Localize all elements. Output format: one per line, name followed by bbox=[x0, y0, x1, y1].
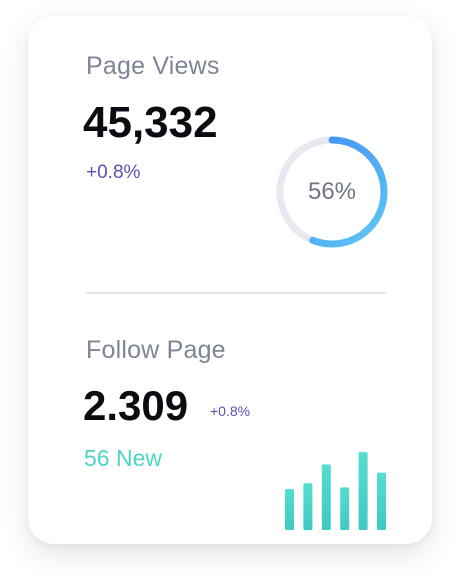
bar-2 bbox=[303, 483, 313, 530]
page-views-progress-ring: 56% bbox=[272, 132, 392, 252]
follow-page-new-count: 56 New bbox=[84, 445, 162, 471]
progress-ring-arc bbox=[276, 136, 388, 248]
follow-page-change: +0.8% bbox=[210, 403, 251, 419]
progress-percent-label: 56% bbox=[307, 178, 357, 205]
follow-page-label: Follow Page bbox=[86, 336, 226, 364]
section-divider bbox=[86, 292, 386, 294]
bar-1 bbox=[285, 489, 294, 530]
page-views-change: +0.8% bbox=[86, 162, 141, 183]
page-views-label: Page Views bbox=[86, 52, 220, 80]
bar-5 bbox=[358, 452, 368, 530]
bar-4 bbox=[340, 487, 350, 530]
stats-card: Page Views 45,332 +0.8% 56% Follow Page … bbox=[28, 16, 432, 544]
bar-3 bbox=[321, 464, 331, 530]
progress-ring-graphic bbox=[276, 136, 388, 248]
follow-page-bar-chart bbox=[285, 452, 386, 530]
page-views-value: 45,332 bbox=[83, 98, 218, 147]
bar-6 bbox=[377, 472, 386, 530]
follow-page-value: 2.309 bbox=[83, 382, 189, 429]
